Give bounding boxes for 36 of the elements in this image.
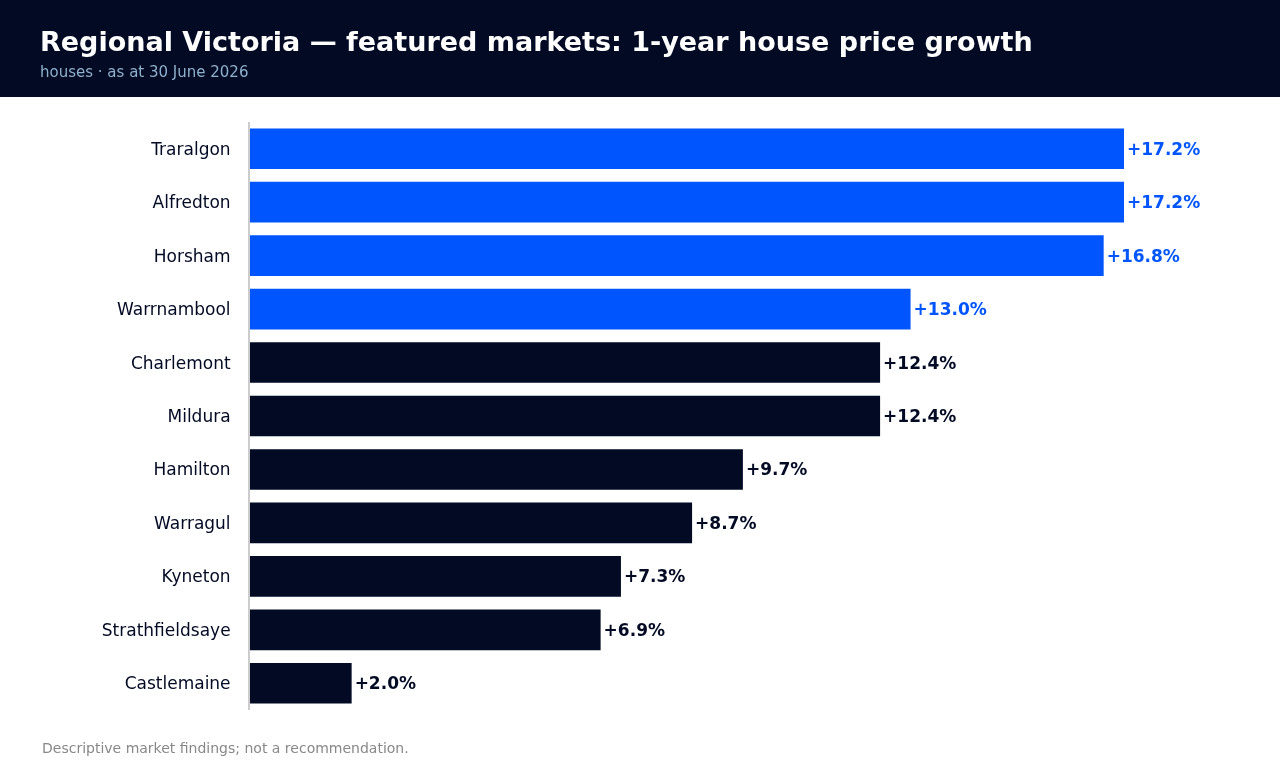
y-tick-label: Castlemaine <box>124 673 231 694</box>
bar <box>250 288 911 330</box>
y-tick-label: Alfredton <box>152 192 231 213</box>
chart-title: Regional Victoria — featured markets: 1-year house price growth <box>40 26 1034 57</box>
data-label: +12.4% <box>883 406 957 426</box>
y-tick-label: Hamilton <box>153 459 231 480</box>
bar <box>250 662 352 704</box>
data-label: +9.7% <box>745 459 808 480</box>
data-label: +8.7% <box>695 512 757 533</box>
data-label: +17.2% <box>1127 138 1201 159</box>
bar <box>250 609 601 651</box>
bar <box>250 342 881 383</box>
bar <box>250 502 693 544</box>
y-tick-label: Mildura <box>167 405 231 426</box>
data-label: +7.3% <box>623 566 686 587</box>
text: Descriptive market findings; not a recommendation. <box>42 740 409 756</box>
data-label: +13.0% <box>913 299 987 320</box>
bar <box>250 235 1104 276</box>
y-tick-label: Traralgon <box>150 138 231 159</box>
data-label: +6.9% <box>603 619 666 640</box>
y-tick-label: Warrnambool <box>117 299 231 320</box>
y-tick-label: Horsham <box>153 245 231 266</box>
data-label: +2.0% <box>354 673 417 694</box>
y-tick-label: Warragul <box>154 512 231 533</box>
y-tick-label: Charlemont <box>130 352 231 373</box>
bar <box>250 395 881 437</box>
data-label: +16.8% <box>1106 245 1180 266</box>
bar <box>250 556 621 597</box>
y-tick-label: Strathfieldsaye <box>101 619 231 640</box>
chart-subtitle: houses · as at 30 June 2026 <box>40 63 250 81</box>
bar <box>250 128 1124 170</box>
data-label: +12.4% <box>883 352 957 373</box>
data-label: +17.2% <box>1127 192 1201 213</box>
bar <box>250 449 743 490</box>
bar <box>250 181 1124 223</box>
y-tick-label: Kyneton <box>161 566 231 587</box>
